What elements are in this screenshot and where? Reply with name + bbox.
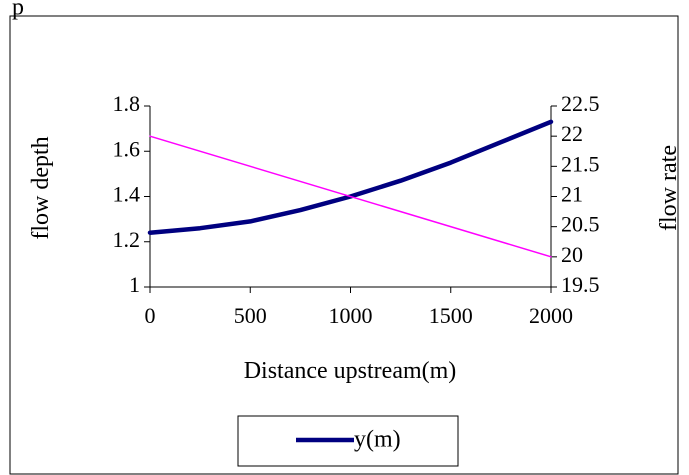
x-tick-label: 500 <box>234 303 267 328</box>
y-tick-label: 1.2 <box>113 227 141 252</box>
y-tick-label: 1 <box>129 272 140 297</box>
y-axis-label: flow depth <box>28 136 54 239</box>
y-tick-label: 1.8 <box>113 91 141 116</box>
legend-entry-label: y(m) <box>354 427 401 453</box>
y2-tick-label: 20 <box>561 242 583 267</box>
y-tick-label: 1.6 <box>113 136 141 161</box>
series-line-2-unnamed <box>149 135 552 258</box>
y2-tick-label: 21 <box>561 182 583 207</box>
chart-area-border <box>9 15 679 475</box>
legend: y(m) <box>237 415 459 467</box>
x-tick-label: 1000 <box>329 303 373 328</box>
y2-tick-label: 21.5 <box>561 151 600 176</box>
x-tick-label: 0 <box>145 303 156 328</box>
x-tick-label: 2000 <box>529 303 573 328</box>
y2-tick-label: 20.5 <box>561 212 600 237</box>
top-text: p <box>12 0 24 21</box>
y2-tick-label: 19.5 <box>561 272 600 297</box>
x-axis-label: Distance upstream(m) <box>244 358 457 384</box>
x-tick-label: 1500 <box>429 303 473 328</box>
y2-tick-label: 22 <box>561 121 583 146</box>
series-layer <box>147 119 554 258</box>
y-tick-label: 1.4 <box>113 182 141 207</box>
ticks-layer: 1 1.2 1.4 1.6 1.8 19.5 20 20.5 21 21.5 22 22.5 0 500 1… <box>113 91 600 328</box>
y2-tick-label: 22.5 <box>561 91 600 116</box>
y2-axis-label: flow rate <box>656 145 682 231</box>
